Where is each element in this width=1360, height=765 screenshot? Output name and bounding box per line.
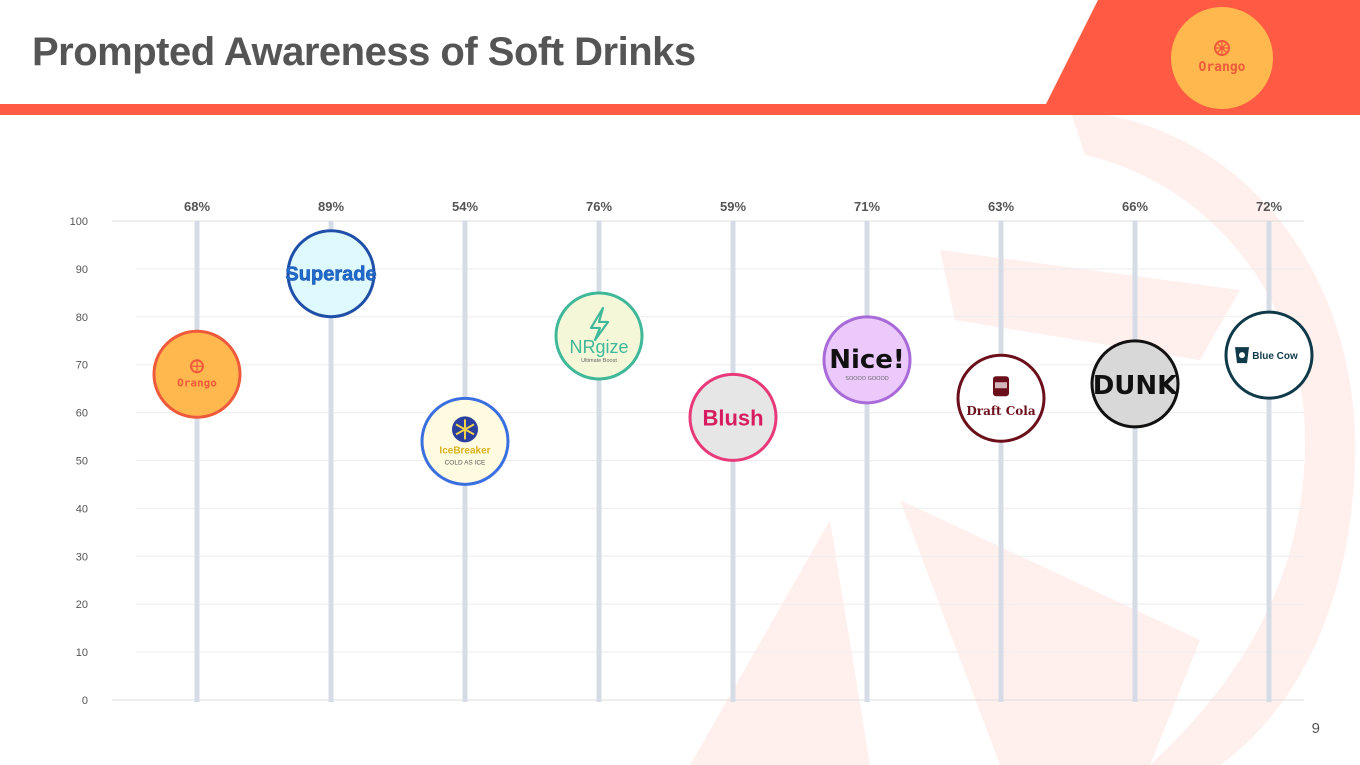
marker-circle [286, 229, 376, 319]
lightning-icon [589, 306, 610, 342]
marker-brand-text: Blue Cow [1252, 351, 1298, 362]
chart-gridlines: 0 10 20 30 40 50 60 70 80 90 100 [70, 216, 1304, 707]
y-tick-label: 90 [76, 264, 88, 276]
marker-blue-cow: Blue Cow [1224, 310, 1314, 400]
y-tick-label: 100 [70, 216, 88, 228]
value-label-nrgize: 76% [586, 199, 612, 214]
marker-tagline-text: SOOOO GOOOD [845, 376, 888, 382]
marker-circle [1224, 310, 1314, 400]
marker-circle [152, 329, 242, 419]
marker-nice: Nice!SOOOO GOOOD [822, 315, 912, 405]
page-number: 9 [1311, 720, 1320, 737]
snowflake-icon [452, 416, 478, 443]
marker-brand-text: Orango [177, 376, 217, 389]
marker-brand-text: DUNK [1093, 371, 1178, 401]
value-label-icebreaker: 54% [452, 199, 478, 214]
marker-circle [956, 353, 1046, 443]
value-label-nice: 71% [854, 199, 880, 214]
marker-dunk: DUNK [1090, 339, 1180, 429]
marker-tagline-text: Ultimate Boost [581, 358, 617, 364]
marker-brand-text: Nice! [829, 345, 905, 375]
brand-logo-text: Orango [1199, 60, 1246, 75]
marker-superade: Superade [285, 229, 377, 319]
y-tick-label: 40 [76, 503, 88, 515]
value-label-draft-cola: 63% [988, 199, 1014, 214]
brand-logo-orange-icon [1214, 40, 1230, 56]
y-tick-label: 50 [76, 456, 88, 468]
cow-icon [1235, 347, 1249, 364]
y-tick-label: 60 [76, 408, 88, 420]
value-label-orango: 68% [184, 199, 210, 214]
page-title: Prompted Awareness of Soft Drinks [32, 30, 696, 74]
header-underline-bar [0, 104, 1360, 115]
value-label-blue-cow: 72% [1256, 199, 1282, 214]
brand-logo-circle [1171, 7, 1273, 109]
chart-markers: Orango Superade IceBreaker COLD AS ICE NRgiz… [152, 229, 1314, 486]
marker-brand-text: NRgize [569, 337, 628, 357]
marker-blush: Blush [688, 372, 778, 462]
chart-value-labels: 68% 89% 54% 76% 59% 71% 63% 66% 72% [184, 199, 1282, 214]
y-tick-label: 70 [76, 360, 88, 372]
value-label-dunk: 66% [1122, 199, 1148, 214]
y-tick-label: 80 [76, 312, 88, 324]
marker-orango: Orango [152, 329, 242, 419]
marker-circle [1090, 339, 1180, 429]
marker-tagline-text: COLD AS ICE [445, 459, 486, 466]
orange-icon [190, 359, 204, 374]
marker-circle [688, 372, 778, 462]
y-tick-label: 20 [76, 599, 88, 611]
can-icon [993, 376, 1009, 397]
marker-icebreaker: IceBreaker COLD AS ICE [420, 396, 510, 486]
marker-circle [822, 315, 912, 405]
background-orange-slice-icon [690, 110, 1356, 765]
value-label-superade: 89% [318, 199, 344, 214]
marker-brand-text: Superade [285, 264, 376, 286]
value-label-blush: 59% [720, 199, 746, 214]
marker-brand-text: IceBreaker [439, 445, 490, 456]
marker-brand-text: Blush [702, 405, 763, 430]
marker-brand-text: Draft Cola [966, 404, 1036, 418]
marker-draft-cola: Draft Cola [956, 353, 1046, 443]
y-tick-label: 10 [76, 647, 88, 659]
y-tick-label: 0 [82, 695, 88, 707]
y-tick-label: 30 [76, 551, 88, 563]
